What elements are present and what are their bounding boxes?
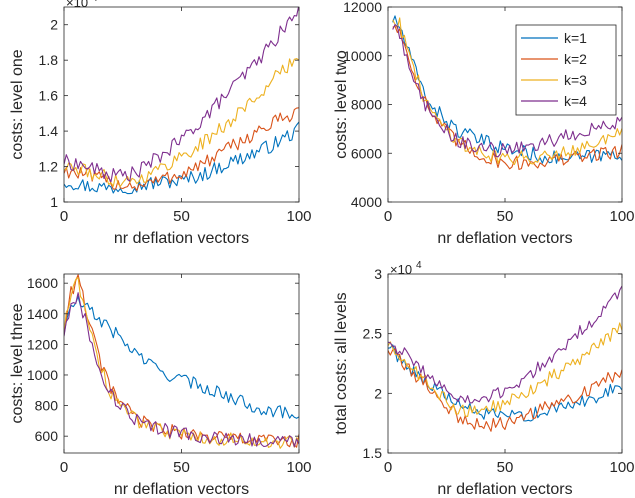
x-tick-label: 50	[497, 208, 514, 225]
series-line-k2	[388, 348, 622, 432]
legend-label-k4: k=4	[564, 93, 587, 109]
x-tick-label: 50	[497, 459, 514, 476]
series-group	[64, 274, 299, 449]
series-group	[64, 7, 299, 195]
y-tick-label: 600	[35, 428, 59, 444]
y-axis-label: costs: level three	[9, 303, 26, 423]
y-exponent-label: ×10	[390, 262, 412, 277]
x-axis-label: nr deflation vectors	[437, 230, 572, 247]
chart-panel-3: 0 50 100 600 800 1000 1200 1400 1600 nr deflation…	[9, 273, 312, 498]
series-line-k1	[392, 15, 622, 164]
y-tick-label: 2	[374, 385, 382, 401]
y-tick-label: 1.2	[39, 159, 59, 175]
x-tick-label: 50	[173, 208, 190, 225]
legend-label-k2: k=2	[564, 51, 587, 67]
legend-label-k3: k=3	[564, 72, 587, 88]
x-tick-label: 0	[60, 208, 68, 225]
x-axis-label: nr deflation vectors	[114, 481, 249, 498]
legend-label-k1: k=1	[564, 30, 587, 46]
plot-area	[64, 274, 299, 453]
y-tick-label: 6000	[351, 145, 382, 161]
x-tick-label: 100	[286, 208, 311, 225]
series-line-k2	[64, 274, 299, 448]
x-tick-label: 100	[286, 459, 311, 476]
plot-area	[64, 7, 299, 202]
y-tick-label: 1.6	[39, 88, 59, 104]
y-axis-label: costs: level one	[9, 49, 26, 159]
x-tick-label: 0	[60, 459, 68, 476]
x-tick-label: 0	[384, 459, 392, 476]
series-line-k1	[64, 121, 299, 195]
series-line-k3	[388, 322, 622, 418]
x-axis-label: nr deflation vectors	[114, 230, 249, 247]
series-line-k3	[64, 277, 299, 449]
series-line-k1	[64, 295, 299, 419]
y-tick-label: 4000	[351, 194, 382, 210]
legend-box	[515, 24, 617, 116]
y-tick-label: 1.5	[363, 445, 383, 461]
x-tick-label: 100	[609, 208, 634, 225]
y-tick-label: 800	[35, 398, 59, 414]
series-group	[392, 15, 622, 170]
y-tick-label: 1600	[27, 275, 58, 291]
series-line-k4	[392, 24, 622, 158]
series-line-k4	[64, 7, 299, 183]
y-tick-label: 8000	[351, 97, 382, 113]
plot-area	[388, 274, 622, 453]
y-exponent-power: 4	[416, 260, 422, 271]
y-exponent-power: 4	[92, 0, 98, 4]
y-tick-label: 1.8	[39, 52, 59, 68]
y-tick-label: 3	[374, 266, 382, 282]
series-line-k4	[64, 292, 299, 448]
chart-panel-1: 0 50 100 1 1.2 1.4 1.6 1.8 2 ×10 4 nr deflation vec…	[9, 0, 312, 247]
y-tick-label: 1000	[27, 367, 58, 383]
y-axis-label: costs: level two	[333, 50, 350, 159]
y-tick-label: 2.5	[363, 326, 383, 342]
series-line-k3	[64, 58, 299, 187]
y-exponent-label: ×10	[66, 0, 88, 10]
series-line-k4	[388, 285, 622, 404]
y-tick-label: 1200	[27, 336, 58, 352]
x-axis-label: nr deflation vectors	[437, 481, 572, 498]
y-tick-label: 1400	[27, 306, 58, 322]
y-tick-label: 12000	[343, 0, 382, 15]
y-tick-label: 1	[50, 194, 58, 210]
x-tick-label: 100	[609, 459, 634, 476]
y-tick-label: 2	[50, 17, 58, 33]
x-tick-label: 0	[384, 208, 392, 225]
y-tick-label: 10000	[343, 48, 382, 64]
y-axis-label: total costs: all levels	[333, 292, 350, 434]
legend: k=1 k=2 k=3 k=4	[515, 24, 617, 116]
series-group	[388, 285, 622, 432]
chart-panel-2: 0 50 100 4000 6000 8000 10000 12000 nr deflation…	[333, 0, 635, 247]
chart-panel-4: 0 50 100 1.5 2 2.5 3 ×10 4 nr deflation vectors to…	[333, 260, 635, 498]
x-tick-label: 50	[173, 459, 190, 476]
y-tick-label: 1.4	[39, 123, 59, 139]
